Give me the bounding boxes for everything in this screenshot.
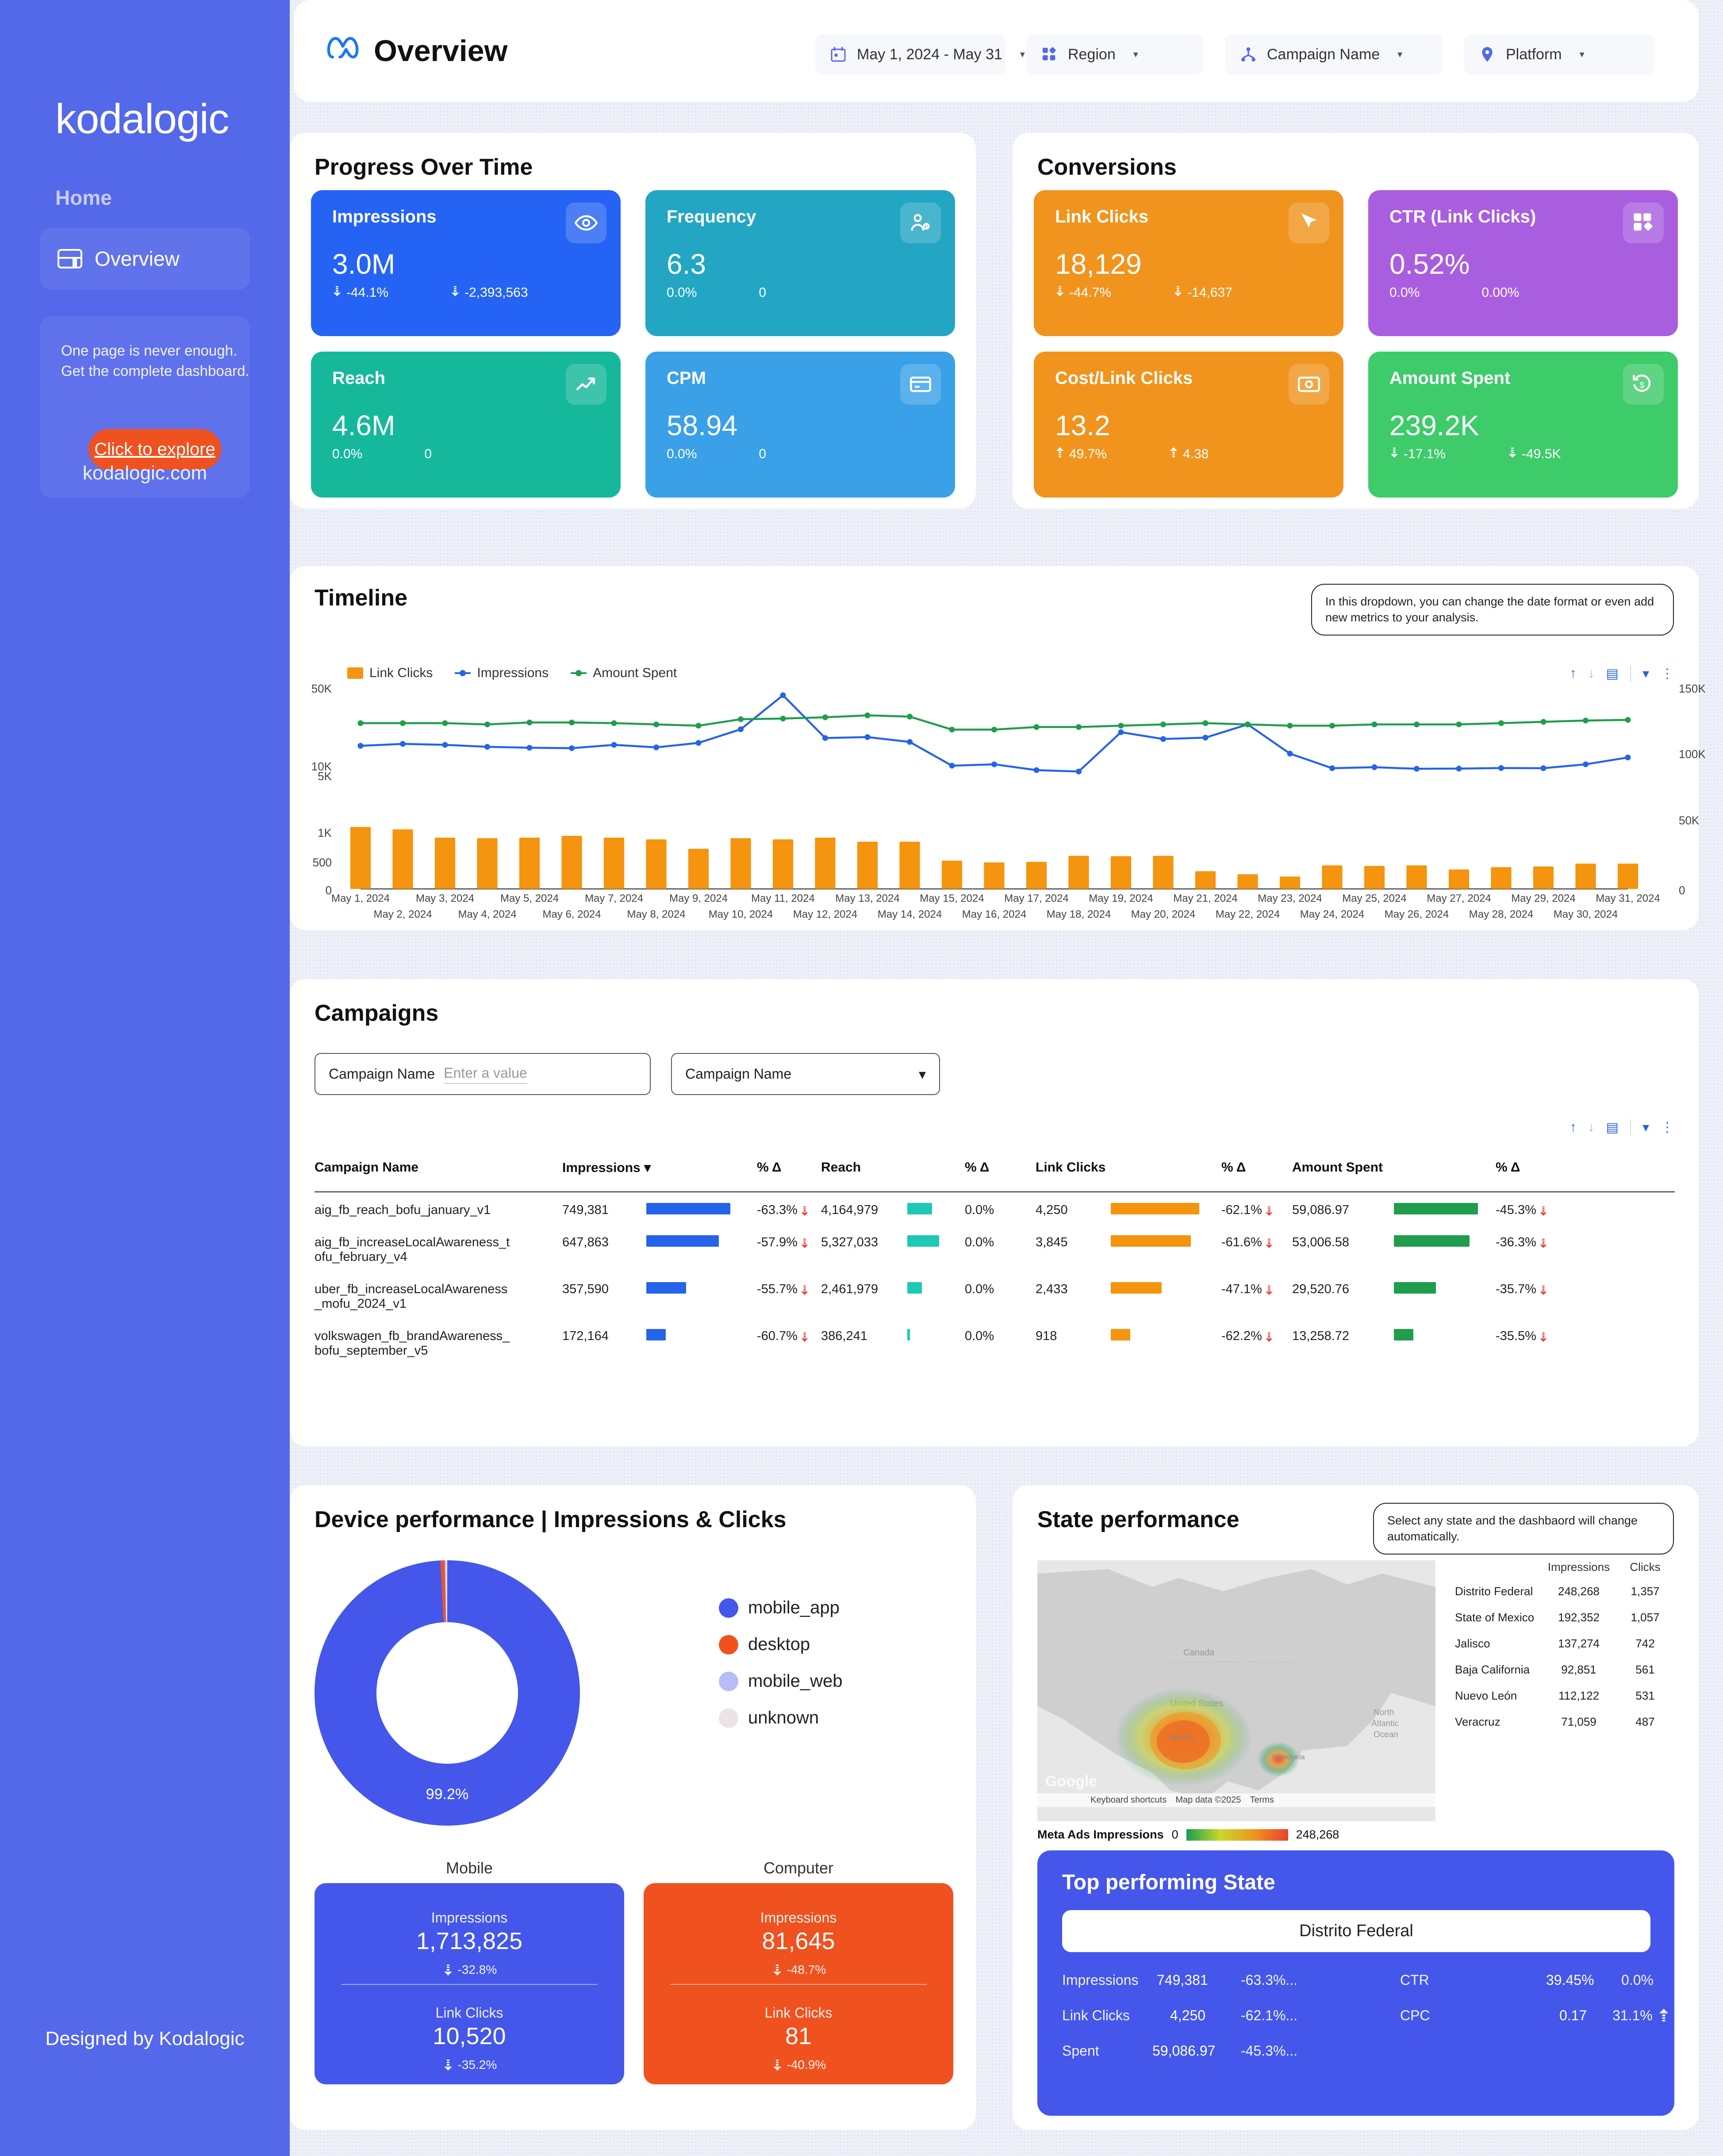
- svg-text:99.2%: 99.2%: [426, 1786, 468, 1803]
- svg-text:Ocean: Ocean: [1374, 1730, 1398, 1739]
- svg-text:Mexico: Mexico: [1170, 1733, 1194, 1741]
- svg-text:Venezuela: Venezuela: [1272, 1754, 1305, 1761]
- svg-text:$: $: [1639, 381, 1644, 391]
- svg-text:Atlantic: Atlantic: [1371, 1719, 1399, 1728]
- svg-text:North: North: [1374, 1708, 1394, 1717]
- svg-text:Canada: Canada: [1183, 1648, 1215, 1658]
